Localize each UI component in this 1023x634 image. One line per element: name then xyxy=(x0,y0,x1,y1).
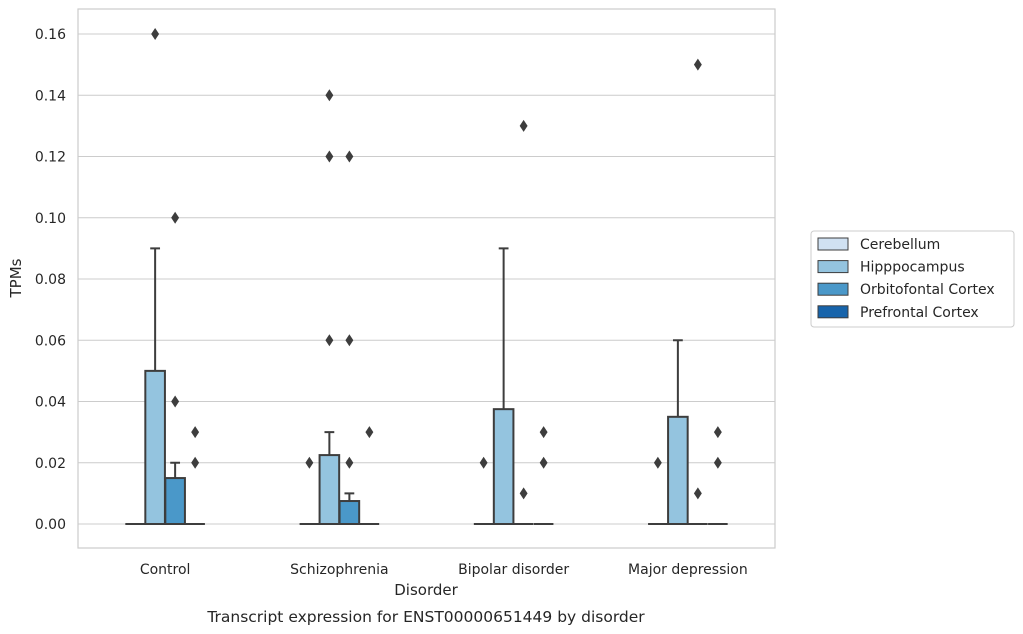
x-tick-label: Schizophrenia xyxy=(290,562,388,578)
box-group xyxy=(513,119,534,525)
outlier-point xyxy=(539,426,548,439)
y-tick-label: 0.12 xyxy=(35,150,66,166)
outlier-point xyxy=(519,487,528,500)
legend-swatch xyxy=(817,260,849,274)
y-tick-label: 0.16 xyxy=(35,27,66,43)
legend-swatch xyxy=(817,237,849,251)
outlier-point xyxy=(713,456,722,469)
y-tick-label: 0.04 xyxy=(35,395,66,411)
outlier-point xyxy=(519,119,528,132)
legend: Cerebellum Hipppocampus Orbitofontal Corte… xyxy=(810,230,1015,328)
outlier-point xyxy=(325,89,334,102)
box-group xyxy=(473,456,494,525)
box-group xyxy=(648,456,668,525)
outlier-point xyxy=(345,334,354,347)
outlier-point xyxy=(171,211,180,224)
outlier-point xyxy=(479,456,488,469)
y-tick-label: 0.14 xyxy=(35,88,66,104)
outlier-point xyxy=(305,456,314,469)
y-tick-label: 0.02 xyxy=(35,456,66,472)
legend-swatch xyxy=(817,305,849,319)
legend-swatch xyxy=(817,282,849,296)
box-body xyxy=(667,415,689,525)
y-tick-label: 0.00 xyxy=(35,517,66,533)
x-axis-ticks: Control Schizophrenia Bipolar disorder Majo… xyxy=(140,562,748,578)
outlier-point xyxy=(713,426,722,439)
box-group xyxy=(667,339,689,525)
outlier-point xyxy=(653,456,662,469)
outlier-point xyxy=(191,426,200,439)
outlier-point xyxy=(151,28,160,40)
legend-label: Hipppocampus xyxy=(860,260,965,276)
x-tick-label: Control xyxy=(140,562,191,578)
x-axis-title: Disorder xyxy=(394,581,458,599)
box-body xyxy=(164,477,186,525)
box-group xyxy=(533,426,554,525)
outlier-point xyxy=(345,456,354,469)
y-tick-label: 0.08 xyxy=(35,272,66,288)
outlier-point xyxy=(693,58,702,71)
outlier-point xyxy=(191,456,200,469)
y-axis-ticks: 0.00 0.02 0.04 0.06 0.08 0.10 0.12 0.14 0.16 xyxy=(35,27,66,533)
legend-label: Orbitofontal Cortex xyxy=(860,282,995,298)
box-body xyxy=(318,454,341,525)
outlier-point xyxy=(171,395,180,408)
box-body xyxy=(144,369,166,525)
outlier-point xyxy=(365,426,374,439)
outlier-point xyxy=(693,487,702,500)
box-body xyxy=(338,500,361,525)
box-group xyxy=(338,150,361,525)
outlier-point xyxy=(345,150,354,163)
box-group xyxy=(708,426,728,525)
box-group xyxy=(144,28,166,525)
outlier-point xyxy=(539,456,548,469)
box-body xyxy=(492,408,515,525)
legend-label: Prefrontal Cortex xyxy=(860,305,979,321)
box-group xyxy=(299,456,320,525)
chart-caption: Transcript expression for ENST0000065144… xyxy=(206,608,645,626)
outlier-point xyxy=(325,150,334,163)
box-series xyxy=(125,28,728,525)
x-tick-label: Bipolar disorder xyxy=(458,562,569,578)
y-tick-label: 0.06 xyxy=(35,333,66,349)
box-group xyxy=(164,211,186,525)
box-group xyxy=(492,247,515,525)
box-group xyxy=(318,89,341,525)
y-tick-label: 0.10 xyxy=(35,211,66,227)
plot-frame xyxy=(77,8,776,549)
outlier-point xyxy=(325,334,334,347)
box-group xyxy=(185,426,205,525)
x-tick-label: Major depression xyxy=(628,562,748,578)
legend-frame xyxy=(810,230,1015,328)
box-group xyxy=(359,426,380,525)
box-group xyxy=(688,58,708,525)
y-axis-title: TPMs xyxy=(7,258,25,298)
legend-label: Cerebellum xyxy=(860,237,940,253)
